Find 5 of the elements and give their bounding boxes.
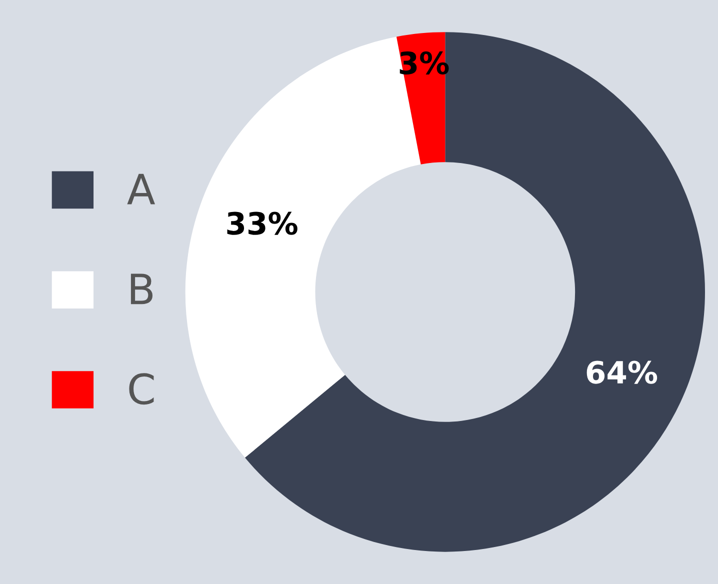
legend-label: B (130, 274, 152, 304)
data-label: 33% (227, 212, 298, 235)
legend-label: C (129, 373, 154, 405)
data-label: 64% (586, 360, 658, 384)
legend-label: A (127, 174, 156, 204)
